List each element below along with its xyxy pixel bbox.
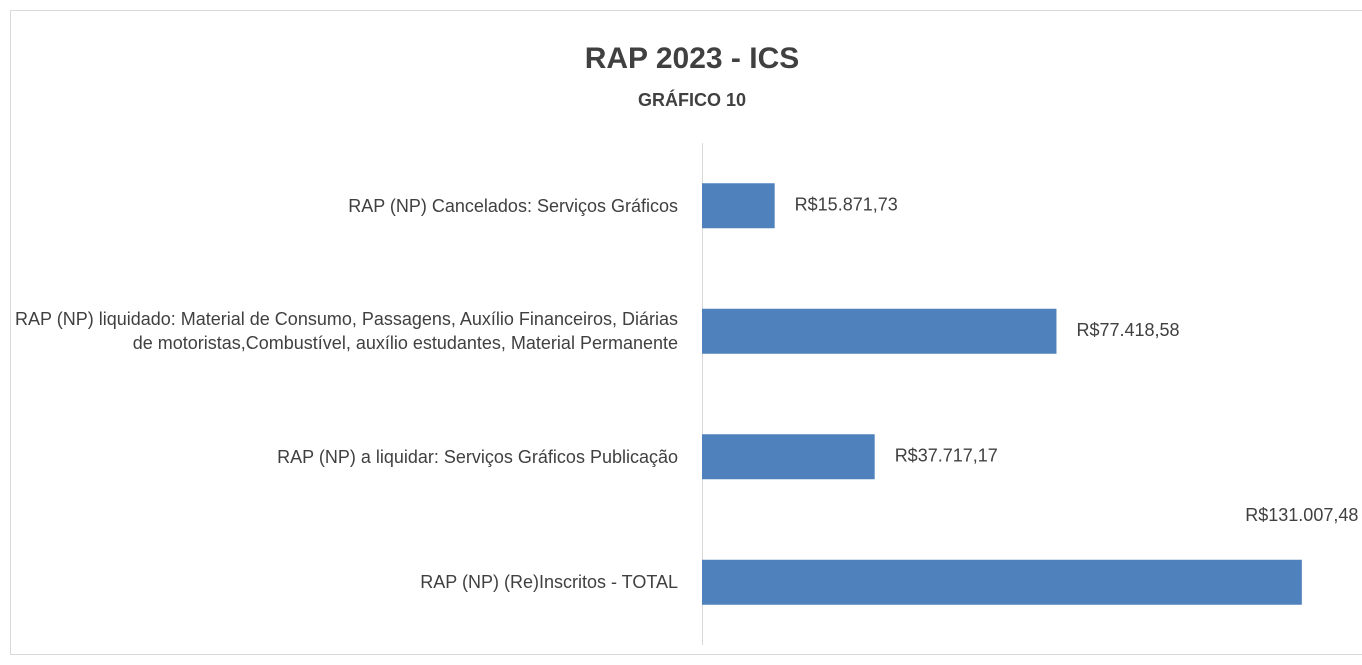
- value-label: R$77.418,58: [1076, 320, 1179, 340]
- chart-title: RAP 2023 - ICS: [585, 42, 800, 75]
- bar: [702, 183, 775, 229]
- category-label: RAP (NP) a liquidar: Serviços Gráficos P…: [277, 446, 678, 467]
- chart-subtitle: GRÁFICO 10: [638, 89, 746, 110]
- value-label: R$15.871,73: [795, 195, 898, 215]
- category-label: RAP (NP) (Re)Inscritos - TOTAL: [420, 572, 678, 593]
- category-label: RAP (NP) liquidado: Material de Consumo,…: [15, 309, 678, 354]
- value-label: R$37.717,17: [895, 446, 998, 466]
- bar: [702, 434, 875, 480]
- chart-border: [10, 10, 1362, 655]
- value-label: R$131.007,48: [1245, 505, 1358, 525]
- bar: [702, 559, 1302, 605]
- category-label: RAP (NP) Cancelados: Serviços Gráficos: [348, 195, 678, 216]
- bar: [702, 308, 1057, 354]
